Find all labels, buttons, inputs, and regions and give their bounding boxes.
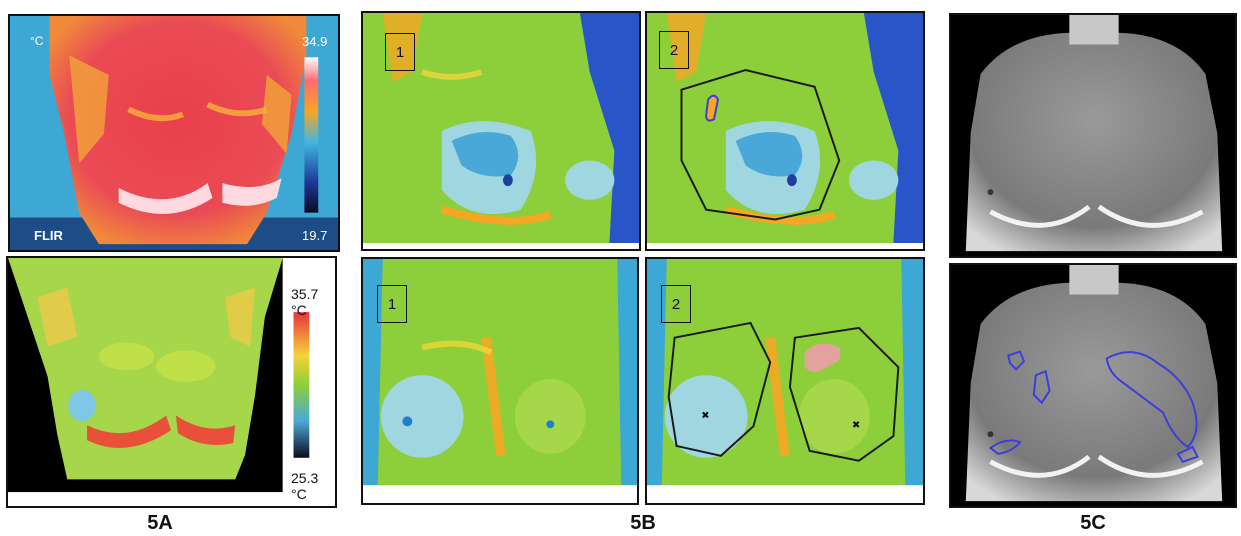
- scale-min-label: 19.7: [302, 228, 328, 243]
- scale-max-label: 35.7 °C: [291, 286, 319, 318]
- label-box-2: 2: [659, 31, 689, 69]
- thermal-image-5c-bottom: [949, 263, 1237, 508]
- label-box-2: 2: [661, 285, 691, 323]
- label-box-1: 1: [385, 33, 415, 71]
- roi-contour-right: [788, 326, 900, 462]
- contour-region-5: [1176, 445, 1199, 463]
- roi-contour: [680, 69, 841, 221]
- scale-min-label: 25.3 °C: [291, 470, 319, 502]
- contour-region-1: [1007, 350, 1026, 371]
- caption-5b: 5B: [630, 512, 656, 534]
- thermal-image-5b-bottom-1: 1: [361, 257, 639, 505]
- thermal-image-5a-bottom: 35.7 °C 25.3 °C: [6, 256, 337, 508]
- caption-5c: 5C: [1080, 512, 1106, 534]
- contour-region-2: [1032, 369, 1051, 405]
- roi-contour-left: [667, 321, 772, 457]
- thermal-image-5b-top-2: 2: [645, 11, 925, 251]
- unit-label: °C: [30, 34, 44, 48]
- label-box-1: 1: [377, 285, 407, 323]
- thermal-image-5b-top-1: 1: [361, 11, 641, 251]
- pink-hot-region: [804, 343, 841, 372]
- svg-text:✖: ✖: [852, 420, 860, 431]
- hot-spot-contour: [705, 94, 720, 122]
- caption-5a: 5A: [147, 512, 173, 534]
- thermal-image-5a-top: °C 34.9 19.7 FLIR: [8, 14, 340, 252]
- scale-max-label: 34.9: [302, 34, 328, 49]
- thermal-image-5c-top: [949, 13, 1237, 258]
- contour-region-3: [988, 439, 1022, 455]
- svg-text:✖: ✖: [701, 410, 709, 421]
- flir-logo: FLIR: [34, 228, 63, 243]
- contour-region-4: [1105, 351, 1198, 449]
- thermal-image-5b-bottom-2: ✖ ✖ 2: [645, 257, 925, 505]
